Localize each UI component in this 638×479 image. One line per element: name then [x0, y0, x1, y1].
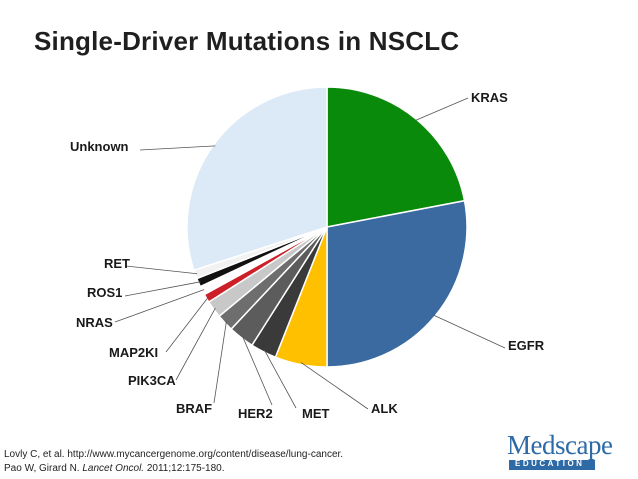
pie-slice-unknown [186, 86, 328, 272]
slice-label-ret: RET [104, 256, 130, 271]
leader-line-ros1 [124, 281, 201, 297]
slice-label-alk: ALK [371, 401, 398, 416]
medscape-logo: Medscape EDUCATION [507, 430, 613, 470]
pie-slice-egfr [326, 199, 468, 368]
pie-slice-kras [326, 86, 466, 228]
leader-line-nras [114, 289, 205, 323]
leader-line-her2 [242, 335, 273, 406]
slice-label-map2ki: MAP2KI [109, 345, 158, 360]
leader-line-egfr [433, 314, 506, 349]
citation-volume: 2011;12:175-180. [144, 463, 225, 474]
slice-label-braf: BRAF [176, 401, 212, 416]
leader-line-map2ki [165, 297, 209, 353]
citation-line-2: Pao W, Girard N. Lancet Oncol. 2011;12:1… [4, 462, 343, 476]
slice-label-her2: HER2 [238, 406, 273, 421]
leader-lines [114, 97, 506, 410]
leader-line-braf [213, 321, 227, 404]
slice-label-met: MET [302, 406, 330, 421]
leader-line-alk [300, 362, 369, 410]
leader-line-unknown [139, 145, 216, 151]
slice-label-nras: NRAS [76, 315, 113, 330]
leader-line-met [263, 349, 297, 409]
slice-label-kras: KRAS [471, 90, 508, 105]
leader-line-kras [414, 97, 469, 122]
slice-label-ros1: ROS1 [87, 285, 122, 300]
slice-label-pik3ca: PIK3CA [128, 373, 176, 388]
logo-bar [509, 460, 595, 470]
logo-subtitle: EDUCATION [515, 459, 585, 468]
citation-line-1: Lovly C, et al. http://www.mycancergenom… [4, 449, 344, 460]
citation: Lovly C, et al. http://www.mycancergenom… [4, 448, 343, 476]
slice-label-unknown: Unknown [70, 139, 129, 154]
pie-slices [186, 86, 468, 368]
citation-authors: Pao W, Girard N. [4, 463, 83, 474]
chart-title: Single-Driver Mutations in NSCLC [34, 26, 460, 56]
leader-line-ret [125, 265, 198, 275]
slice-label-egfr: EGFR [508, 338, 545, 353]
logo-wordmark: Medscape [507, 430, 613, 460]
leader-line-pik3ca [175, 307, 216, 381]
citation-journal: Lancet Oncol. [82, 463, 145, 474]
